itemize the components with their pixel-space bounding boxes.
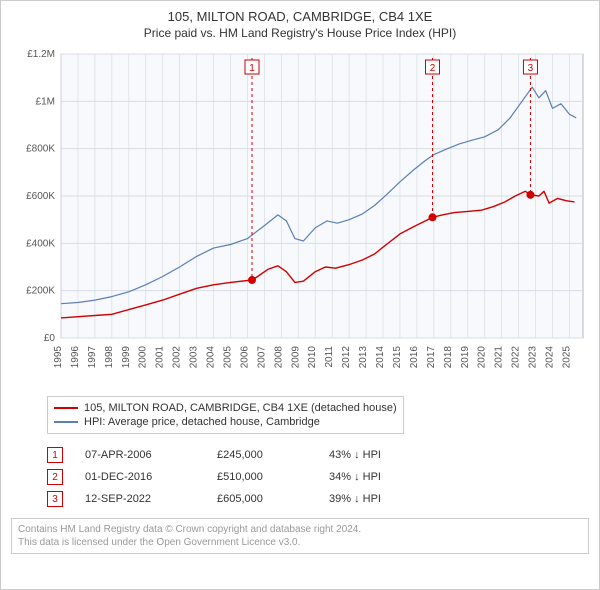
svg-text:£200K: £200K	[26, 286, 55, 297]
svg-text:2017: 2017	[426, 346, 437, 369]
svg-text:3: 3	[528, 63, 534, 74]
svg-text:2003: 2003	[189, 346, 200, 369]
svg-text:2005: 2005	[222, 346, 233, 369]
svg-text:2022: 2022	[511, 346, 522, 369]
svg-text:2000: 2000	[138, 346, 149, 369]
svg-text:2025: 2025	[561, 346, 572, 369]
event-date: 01-DEC-2016	[85, 471, 195, 483]
legend-item: HPI: Average price, detached house, Camb…	[54, 415, 397, 429]
event-marker: 2	[47, 469, 63, 485]
attribution-line2: This data is licensed under the Open Gov…	[18, 536, 582, 549]
svg-text:£1M: £1M	[36, 96, 55, 107]
legend: 105, MILTON ROAD, CAMBRIDGE, CB4 1XE (de…	[47, 396, 404, 434]
legend-label: 105, MILTON ROAD, CAMBRIDGE, CB4 1XE (de…	[84, 402, 397, 414]
svg-text:2008: 2008	[273, 346, 284, 369]
svg-text:2016: 2016	[409, 346, 420, 369]
svg-text:2002: 2002	[172, 346, 183, 369]
legend-item: 105, MILTON ROAD, CAMBRIDGE, CB4 1XE (de…	[54, 401, 397, 415]
svg-text:£800K: £800K	[26, 144, 55, 155]
svg-text:1: 1	[249, 63, 255, 74]
svg-text:2013: 2013	[358, 346, 369, 369]
svg-text:1999: 1999	[121, 346, 132, 369]
event-price: £605,000	[217, 493, 307, 505]
svg-text:£1.2M: £1.2M	[27, 49, 55, 60]
attribution-line1: Contains HM Land Registry data © Crown c…	[18, 523, 582, 536]
svg-text:2006: 2006	[239, 346, 250, 369]
svg-text:2015: 2015	[392, 346, 403, 369]
page-subtitle: Price paid vs. HM Land Registry's House …	[11, 26, 589, 40]
svg-text:2011: 2011	[324, 346, 335, 368]
event-delta: 34% ↓ HPI	[329, 471, 381, 483]
svg-text:2024: 2024	[544, 346, 555, 369]
svg-text:1995: 1995	[53, 346, 64, 369]
legend-swatch	[54, 407, 78, 409]
svg-text:1998: 1998	[104, 346, 115, 369]
svg-text:2001: 2001	[155, 346, 166, 369]
event-marker: 1	[47, 447, 63, 463]
svg-text:2012: 2012	[341, 346, 352, 369]
svg-text:2020: 2020	[477, 346, 488, 369]
event-row: 3 12-SEP-2022 £605,000 39% ↓ HPI	[47, 488, 589, 510]
svg-text:2: 2	[430, 63, 436, 74]
svg-text:£600K: £600K	[26, 191, 55, 202]
events-table: 1 07-APR-2006 £245,000 43% ↓ HPI 2 01-DEC-201…	[47, 444, 589, 510]
event-delta: 39% ↓ HPI	[329, 493, 381, 505]
event-price: £510,000	[217, 471, 307, 483]
svg-text:2010: 2010	[307, 346, 318, 369]
svg-text:2018: 2018	[443, 346, 454, 369]
svg-text:2009: 2009	[290, 346, 301, 369]
event-date: 12-SEP-2022	[85, 493, 195, 505]
event-price: £245,000	[217, 449, 307, 461]
event-delta: 43% ↓ HPI	[329, 449, 381, 461]
page-title: 105, MILTON ROAD, CAMBRIDGE, CB4 1XE	[11, 9, 589, 24]
svg-text:2007: 2007	[256, 346, 267, 369]
event-marker: 3	[47, 491, 63, 507]
svg-text:2019: 2019	[460, 346, 471, 369]
chart-svg: £0 £200K £400K £600K £800K £1M £1.2M 1995 1996 19…	[11, 48, 589, 388]
svg-text:2004: 2004	[206, 346, 217, 369]
event-row: 2 01-DEC-2016 £510,000 34% ↓ HPI	[47, 466, 589, 488]
attribution: Contains HM Land Registry data © Crown c…	[11, 518, 589, 554]
page-container: 105, MILTON ROAD, CAMBRIDGE, CB4 1XE Pri…	[0, 0, 600, 590]
svg-text:2023: 2023	[528, 346, 539, 369]
svg-text:2014: 2014	[375, 346, 386, 369]
svg-text:2021: 2021	[494, 346, 505, 369]
svg-text:1996: 1996	[70, 346, 81, 369]
chart: £0 £200K £400K £600K £800K £1M £1.2M 1995 1996 19…	[11, 48, 589, 388]
legend-swatch	[54, 421, 78, 423]
svg-text:1997: 1997	[87, 346, 98, 369]
legend-label: HPI: Average price, detached house, Camb…	[84, 416, 320, 428]
svg-text:£400K: £400K	[26, 238, 55, 249]
event-date: 07-APR-2006	[85, 449, 195, 461]
svg-text:£0: £0	[44, 333, 56, 344]
event-row: 1 07-APR-2006 £245,000 43% ↓ HPI	[47, 444, 589, 466]
